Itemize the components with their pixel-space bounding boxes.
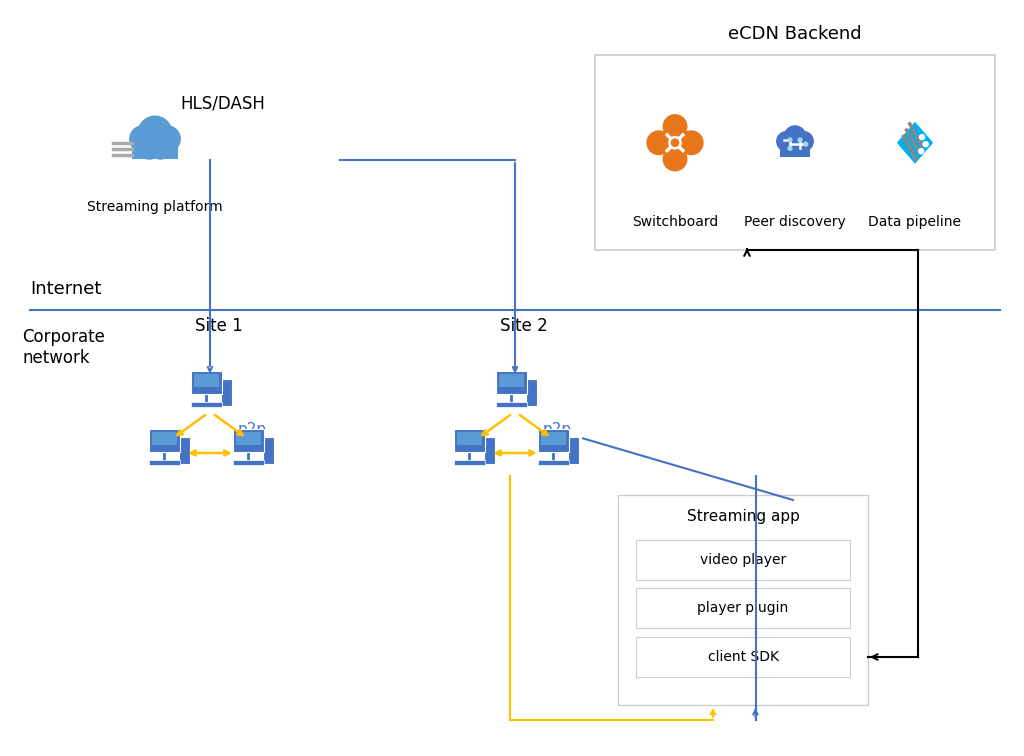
FancyBboxPatch shape bbox=[195, 373, 219, 386]
FancyBboxPatch shape bbox=[595, 55, 995, 250]
FancyBboxPatch shape bbox=[539, 460, 569, 465]
FancyBboxPatch shape bbox=[636, 637, 850, 677]
Circle shape bbox=[782, 138, 799, 155]
FancyBboxPatch shape bbox=[542, 432, 566, 445]
FancyBboxPatch shape bbox=[455, 429, 485, 452]
Text: Site 1: Site 1 bbox=[195, 317, 243, 335]
Circle shape bbox=[680, 131, 703, 154]
FancyBboxPatch shape bbox=[539, 429, 569, 452]
Circle shape bbox=[777, 132, 797, 151]
Text: eCDN Backend: eCDN Backend bbox=[728, 25, 862, 43]
Text: player plugin: player plugin bbox=[697, 601, 788, 615]
Circle shape bbox=[672, 139, 679, 147]
Circle shape bbox=[804, 142, 808, 146]
Text: Site 2: Site 2 bbox=[500, 317, 548, 335]
Text: HLS/DASH: HLS/DASH bbox=[180, 95, 265, 113]
FancyBboxPatch shape bbox=[458, 432, 482, 445]
FancyBboxPatch shape bbox=[636, 540, 850, 580]
Text: Data pipeline: Data pipeline bbox=[868, 215, 962, 229]
Text: Switchboard: Switchboard bbox=[632, 215, 718, 229]
Text: p2p: p2p bbox=[542, 422, 571, 437]
Circle shape bbox=[669, 137, 681, 149]
FancyBboxPatch shape bbox=[455, 460, 485, 465]
FancyBboxPatch shape bbox=[237, 432, 261, 445]
FancyBboxPatch shape bbox=[497, 401, 527, 407]
FancyBboxPatch shape bbox=[150, 429, 180, 452]
Circle shape bbox=[647, 131, 671, 154]
Circle shape bbox=[130, 125, 157, 152]
Circle shape bbox=[664, 115, 687, 138]
FancyBboxPatch shape bbox=[179, 437, 189, 464]
Circle shape bbox=[923, 141, 928, 147]
FancyBboxPatch shape bbox=[191, 401, 222, 407]
Circle shape bbox=[919, 149, 924, 153]
Text: Streaming platform: Streaming platform bbox=[87, 200, 223, 214]
FancyBboxPatch shape bbox=[618, 495, 868, 705]
FancyBboxPatch shape bbox=[568, 437, 579, 464]
Circle shape bbox=[138, 137, 161, 159]
Text: Internet: Internet bbox=[30, 280, 101, 298]
FancyBboxPatch shape bbox=[636, 588, 850, 628]
FancyBboxPatch shape bbox=[221, 379, 231, 406]
FancyBboxPatch shape bbox=[497, 370, 527, 394]
FancyBboxPatch shape bbox=[779, 143, 810, 156]
Text: Peer discovery: Peer discovery bbox=[744, 215, 846, 229]
Polygon shape bbox=[897, 122, 933, 164]
FancyBboxPatch shape bbox=[153, 432, 177, 445]
Circle shape bbox=[150, 137, 172, 159]
FancyBboxPatch shape bbox=[233, 429, 264, 452]
FancyBboxPatch shape bbox=[484, 437, 495, 464]
FancyBboxPatch shape bbox=[150, 460, 180, 465]
Circle shape bbox=[138, 116, 172, 150]
Circle shape bbox=[920, 135, 925, 140]
Circle shape bbox=[788, 147, 792, 150]
FancyBboxPatch shape bbox=[526, 379, 537, 406]
Circle shape bbox=[664, 131, 687, 154]
FancyBboxPatch shape bbox=[233, 460, 264, 465]
Circle shape bbox=[664, 147, 687, 171]
Circle shape bbox=[784, 126, 806, 147]
Circle shape bbox=[798, 138, 802, 142]
FancyBboxPatch shape bbox=[263, 437, 273, 464]
FancyBboxPatch shape bbox=[191, 370, 222, 394]
Text: Streaming app: Streaming app bbox=[686, 510, 800, 525]
Text: client SDK: client SDK bbox=[708, 650, 778, 664]
Text: Corporate
network: Corporate network bbox=[22, 328, 104, 367]
Circle shape bbox=[791, 138, 808, 155]
Circle shape bbox=[788, 138, 792, 142]
Circle shape bbox=[794, 132, 813, 151]
FancyBboxPatch shape bbox=[132, 139, 178, 159]
Text: video player: video player bbox=[699, 553, 786, 567]
Text: p2p: p2p bbox=[238, 422, 266, 437]
Circle shape bbox=[154, 125, 180, 152]
FancyBboxPatch shape bbox=[500, 373, 524, 386]
